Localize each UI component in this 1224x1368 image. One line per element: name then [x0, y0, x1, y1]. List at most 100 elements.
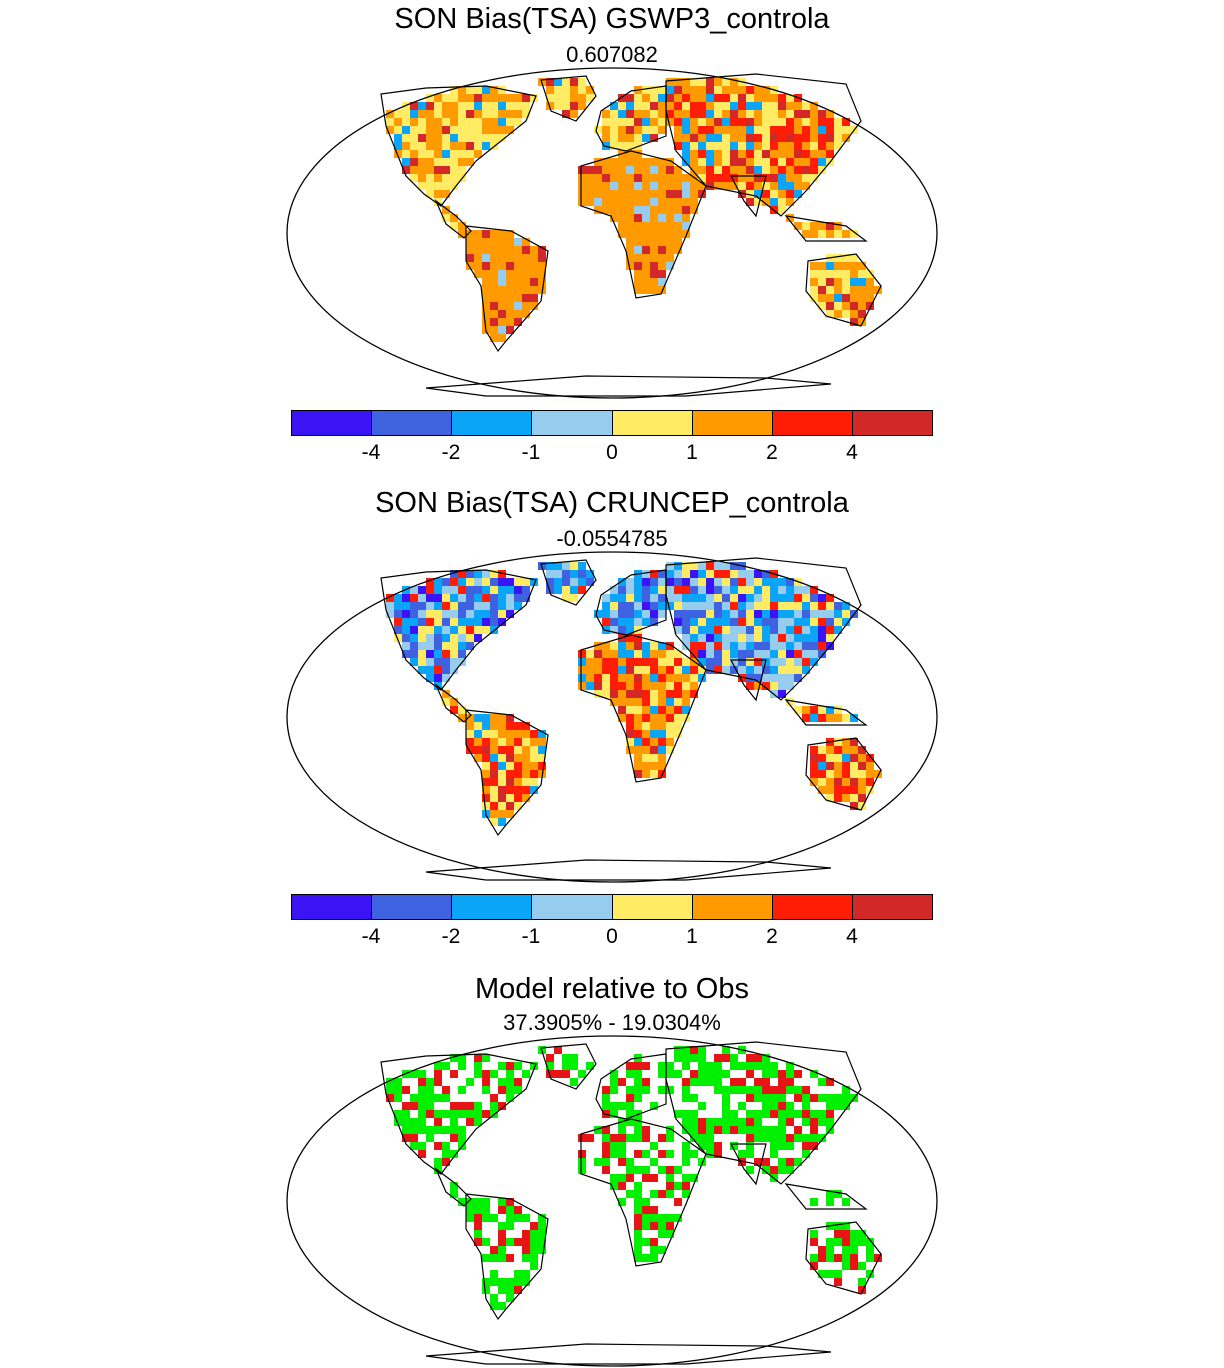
grid-cell — [650, 618, 658, 626]
grid-cell — [658, 126, 666, 134]
grid-cell — [466, 118, 474, 126]
grid-cell — [442, 634, 450, 642]
grid-cell — [634, 206, 642, 214]
grid-cell — [602, 134, 610, 142]
grid-cell — [770, 126, 778, 134]
grid-cell — [466, 730, 474, 738]
grid-cell — [786, 698, 794, 706]
grid-cell — [594, 658, 602, 666]
grid-cell — [706, 134, 714, 142]
grid-cell — [858, 802, 866, 810]
grid-cell — [762, 134, 770, 142]
grid-cell — [810, 118, 818, 126]
grid-cell — [834, 626, 842, 634]
grid-cell — [602, 1142, 610, 1150]
grid-cell — [466, 254, 474, 262]
grid-cell — [434, 602, 442, 610]
grid-cell — [554, 1070, 562, 1078]
grid-cell — [714, 618, 722, 626]
grid-cell — [602, 174, 610, 182]
grid-cell — [762, 578, 770, 586]
grid-cell — [690, 666, 698, 674]
grid-cell — [690, 126, 698, 134]
grid-cell — [474, 254, 482, 262]
grid-cell — [578, 562, 586, 570]
grid-cell — [410, 650, 418, 658]
grid-cell — [634, 262, 642, 270]
grid-cell — [754, 150, 762, 158]
grid-cell — [402, 1086, 410, 1094]
coastline — [665, 73, 862, 217]
grid-cell — [754, 182, 762, 190]
grid-cell — [770, 1062, 778, 1070]
grid-cell — [842, 794, 850, 802]
grid-cell — [442, 658, 450, 666]
grid-cell — [482, 802, 490, 810]
grid-cell — [706, 174, 714, 182]
grid-cell — [810, 1254, 818, 1262]
grid-cell — [498, 126, 506, 134]
grid-cell — [682, 1158, 690, 1166]
grid-cell — [706, 626, 714, 634]
grid-cell — [674, 674, 682, 682]
grid-cell — [522, 102, 530, 110]
grid-cell — [418, 1142, 426, 1150]
grid-cell — [666, 1126, 674, 1134]
grid-cell — [626, 174, 634, 182]
grid-cell — [682, 698, 690, 706]
grid-cell — [602, 602, 610, 610]
grid-cell — [810, 174, 818, 182]
grid-cell — [610, 158, 618, 166]
grid-cell — [498, 254, 506, 262]
grid-cell — [818, 142, 826, 150]
grid-cell — [666, 86, 674, 94]
grid-cell — [690, 206, 698, 214]
grid-cell — [810, 166, 818, 174]
grid-cell — [498, 762, 506, 770]
grid-cell — [682, 690, 690, 698]
grid-cell — [466, 722, 474, 730]
grid-cell — [394, 594, 402, 602]
grid-cell — [826, 302, 834, 310]
grid-cell — [690, 562, 698, 570]
grid-cell — [714, 150, 722, 158]
grid-cell — [410, 134, 418, 142]
grid-cell — [850, 778, 858, 786]
grid-cell — [690, 150, 698, 158]
grid-cell — [762, 666, 770, 674]
grid-cell — [514, 786, 522, 794]
grid-cell — [810, 746, 818, 754]
grid-cell — [394, 626, 402, 634]
grid-cell — [690, 650, 698, 658]
grid-cell — [746, 666, 754, 674]
grid-cell — [490, 778, 498, 786]
grid-cell — [658, 1190, 666, 1198]
grid-cell — [602, 1086, 610, 1094]
grid-cell — [482, 118, 490, 126]
grid-cell — [850, 230, 858, 238]
grid-cell — [642, 754, 650, 762]
grid-cell — [730, 142, 738, 150]
grid-cell — [794, 166, 802, 174]
grid-cell — [810, 610, 818, 618]
grid-cell — [546, 1062, 554, 1070]
grid-cell — [658, 578, 666, 586]
grid-cell — [426, 94, 434, 102]
grid-cell — [706, 94, 714, 102]
grid-cell — [522, 738, 530, 746]
grid-cell — [682, 206, 690, 214]
grid-cell — [618, 690, 626, 698]
grid-cell — [674, 722, 682, 730]
grid-cell — [642, 214, 650, 222]
grid-cell — [650, 1142, 658, 1150]
grid-cell — [578, 166, 586, 174]
grid-cell — [674, 650, 682, 658]
grid-cell — [842, 278, 850, 286]
grid-cell — [666, 730, 674, 738]
grid-cell — [610, 142, 618, 150]
grid-cell — [658, 698, 666, 706]
grid-cell — [658, 1134, 666, 1142]
grid-cell — [778, 150, 786, 158]
grid-cell — [786, 602, 794, 610]
grid-cell — [674, 190, 682, 198]
